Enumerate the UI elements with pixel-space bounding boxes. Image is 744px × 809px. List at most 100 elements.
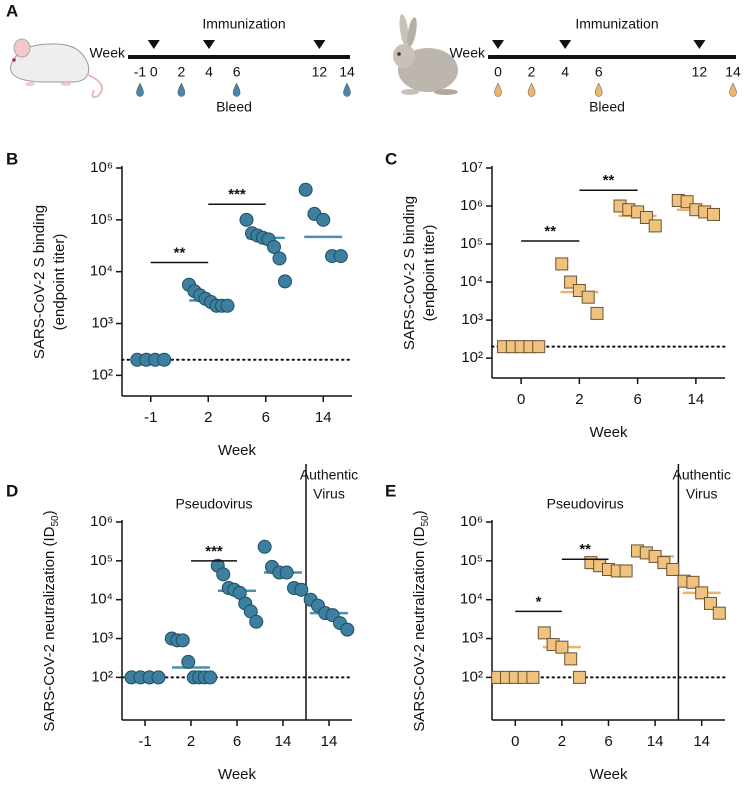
week-label: Week: [89, 45, 126, 61]
y-axis-label-part: SARS-CoV-2 S binding: [31, 205, 48, 359]
y-axis-label-part: SARS-CoV-2 neutralization (ID: [411, 526, 428, 731]
data-point: [537, 626, 551, 640]
data-point: [316, 212, 331, 227]
week-tick-label: 0: [494, 64, 502, 80]
bleed-drop: [594, 82, 603, 97]
y-tick-label: 10²: [91, 668, 113, 685]
x-tick-label: 14: [315, 409, 332, 426]
y-tick-label: 10²: [461, 349, 483, 366]
significance-label: ***: [228, 186, 246, 203]
immunization-label: Immunization: [575, 16, 658, 32]
data-point: [706, 207, 720, 221]
immunization-marker: [313, 40, 326, 49]
significance-label: **: [603, 172, 615, 189]
y-axis-label-part: SARS-CoV-2 S binding: [401, 196, 418, 350]
immunization-label: Immunization: [202, 16, 285, 32]
immunization-marker: [559, 40, 572, 49]
week-tick-label: -1: [134, 64, 147, 80]
section-label: Pseudovirus: [175, 496, 252, 512]
y-axis-label-part: 50: [420, 515, 431, 527]
panel-label: E: [385, 481, 396, 500]
y-axis-label-part: (endpoint titer): [421, 225, 438, 322]
x-tick-label: 0: [511, 733, 519, 750]
significance-label: **: [544, 223, 556, 240]
bleed-drop: [343, 82, 351, 97]
y-tick-label: 10⁵: [90, 211, 113, 228]
data-point: [272, 251, 287, 266]
week-tick-label: 14: [725, 64, 741, 80]
y-tick-label: 10⁵: [90, 552, 113, 569]
immunization-marker: [147, 40, 160, 49]
x-tick-label: 0: [517, 391, 525, 408]
section-label: Authentic: [300, 467, 358, 483]
data-point: [581, 290, 595, 304]
x-axis-label: Week: [589, 424, 628, 441]
y-tick-label: 10⁴: [90, 591, 113, 608]
section-label: Authentic: [673, 467, 731, 483]
x-tick-label: 2: [187, 733, 195, 750]
data-point: [695, 586, 709, 600]
y-axis-label-part: SARS-CoV-2 neutralization (ID: [41, 526, 58, 731]
data-point: [619, 564, 633, 578]
data-point: [555, 257, 569, 271]
y-tick-label: 10²: [461, 668, 483, 685]
bleed-drop: [232, 82, 241, 97]
panel-label: B: [6, 149, 18, 168]
panel-label: D: [6, 481, 18, 500]
x-tick-label: 14: [647, 733, 664, 750]
data-point: [294, 582, 309, 597]
bleed-drop: [494, 82, 502, 97]
significance-label: **: [579, 541, 591, 558]
immunization-marker: [693, 40, 706, 49]
x-tick-label: 6: [604, 733, 612, 750]
data-point: [686, 575, 700, 589]
week-tick-label: 14: [339, 64, 355, 80]
y-axis-label: SARS-CoV-2 neutralization (ID50): [411, 510, 431, 731]
data-point: [704, 596, 717, 610]
immunization-marker: [492, 40, 504, 49]
data-point: [267, 239, 281, 254]
data-point: [564, 652, 578, 666]
x-tick-label: 14: [275, 733, 292, 750]
week-tick-label: 4: [561, 64, 569, 80]
bleed-label: Bleed: [216, 99, 252, 115]
bleed-drop: [527, 82, 536, 97]
x-tick-label: 6: [233, 733, 241, 750]
data-point: [220, 298, 235, 313]
week-tick-label: 12: [692, 64, 708, 80]
significance-label: **: [174, 245, 186, 262]
y-axis-label: SARS-CoV-2 S binding: [31, 205, 48, 359]
section-label: Pseudovirus: [547, 496, 624, 512]
data-point: [279, 565, 294, 580]
y-axis-label: (endpoint titer): [51, 234, 68, 331]
data-point: [712, 606, 726, 620]
data-point: [298, 182, 313, 197]
x-tick-label: 14: [693, 733, 710, 750]
y-tick-label: 10⁷: [461, 159, 483, 176]
y-tick-label: 10³: [91, 314, 113, 331]
x-tick-label: 14: [688, 391, 705, 408]
y-tick-label: 10⁵: [460, 235, 483, 252]
y-axis-label: SARS-CoV-2 neutralization (ID50): [41, 510, 61, 731]
week-tick-label: 2: [178, 64, 186, 80]
panel-label: C: [385, 149, 397, 168]
data-point: [333, 249, 348, 264]
y-tick-label: 10⁴: [460, 273, 483, 290]
data-point: [526, 670, 540, 684]
data-point: [573, 670, 586, 684]
section-label: Virus: [686, 486, 718, 502]
week-tick-label: 12: [312, 64, 328, 80]
x-axis-label: Week: [589, 766, 628, 783]
data-point: [257, 539, 272, 554]
data-point: [181, 654, 196, 669]
data-point: [278, 274, 292, 289]
y-axis-label-part: (endpoint titer): [51, 234, 68, 331]
x-tick-label: 2: [558, 733, 566, 750]
week-tick-label: 4: [205, 64, 213, 80]
y-tick-label: 10³: [461, 630, 483, 647]
data-point: [203, 670, 218, 685]
x-tick-label: 2: [575, 391, 583, 408]
bleed-drop: [729, 82, 737, 97]
y-axis-label: (endpoint titer): [421, 225, 438, 322]
